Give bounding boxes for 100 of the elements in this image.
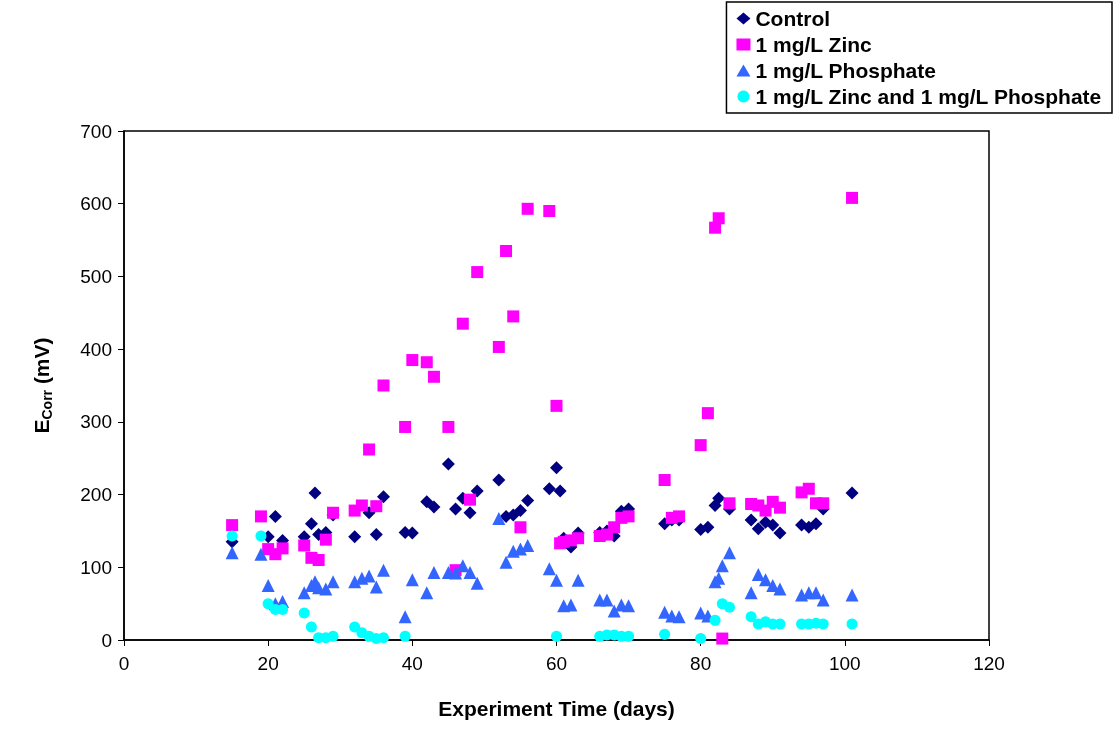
point — [492, 512, 506, 526]
point — [773, 582, 787, 596]
point — [254, 510, 267, 523]
point — [261, 578, 275, 592]
x-tick-label: 60 — [545, 653, 568, 674]
point — [809, 517, 823, 531]
x-tick-label: 80 — [690, 653, 712, 674]
point — [673, 510, 686, 523]
point — [377, 490, 390, 504]
point — [712, 491, 726, 505]
point — [712, 212, 725, 225]
point — [571, 573, 585, 587]
point — [542, 562, 556, 576]
point — [427, 500, 441, 514]
point — [521, 538, 535, 552]
legend-label: 1 mg/L Phosphate — [755, 59, 936, 82]
point — [514, 521, 527, 534]
point — [308, 486, 322, 500]
point — [845, 486, 859, 500]
point — [744, 586, 758, 600]
point — [802, 482, 815, 495]
point — [845, 588, 859, 602]
point — [521, 493, 535, 507]
x-tick-label: 40 — [401, 653, 423, 674]
y-tick-label: 700 — [80, 120, 112, 142]
point — [420, 586, 434, 600]
point — [723, 497, 736, 510]
point — [553, 484, 567, 498]
point — [348, 530, 362, 544]
point — [492, 473, 506, 487]
point — [695, 633, 707, 645]
legend-label: 1 mg/L Zinc and 1 mg/L Phosphate — [755, 85, 1102, 108]
y-axis-title: ECorr (mV) — [29, 337, 55, 434]
point — [427, 565, 441, 579]
point — [751, 568, 765, 582]
point — [715, 559, 729, 573]
point — [572, 532, 585, 545]
point — [304, 517, 318, 531]
point — [326, 575, 340, 589]
point — [298, 539, 311, 552]
y-tick-label: 500 — [80, 265, 112, 287]
point — [672, 610, 686, 624]
point — [225, 546, 239, 560]
x-axis-title: Experiment Time (days) — [438, 697, 675, 720]
point — [305, 621, 317, 633]
legend-label: Control — [755, 7, 831, 30]
point — [723, 546, 736, 560]
point — [550, 461, 563, 475]
point — [312, 554, 325, 567]
y-tick-label: 300 — [80, 411, 112, 433]
point — [622, 599, 636, 613]
point — [809, 586, 823, 600]
point — [255, 530, 267, 542]
point — [622, 510, 635, 523]
point — [349, 621, 361, 633]
point — [420, 356, 433, 369]
point — [773, 526, 787, 540]
point — [543, 204, 556, 217]
point — [551, 630, 562, 642]
point — [420, 495, 434, 509]
point — [773, 501, 786, 514]
point — [441, 457, 455, 471]
point — [659, 628, 671, 640]
point — [492, 340, 505, 353]
point — [427, 370, 440, 383]
x-tick-label: 100 — [828, 653, 861, 674]
point — [709, 614, 721, 626]
point — [744, 513, 758, 527]
point — [471, 266, 484, 279]
legend-label: 1 mg/L Zinc — [755, 33, 873, 56]
point — [759, 573, 773, 587]
point — [377, 379, 390, 392]
point — [463, 506, 477, 520]
point — [470, 576, 484, 590]
point — [298, 607, 310, 619]
point — [378, 632, 389, 644]
point — [470, 484, 484, 498]
x-tick-label: 20 — [257, 653, 279, 674]
point — [716, 632, 729, 645]
point — [398, 610, 412, 624]
point — [745, 611, 757, 623]
point — [226, 519, 239, 532]
point — [406, 354, 419, 367]
point — [499, 555, 513, 569]
point — [464, 493, 476, 506]
point — [600, 593, 614, 607]
point — [817, 497, 830, 510]
point — [500, 244, 513, 257]
point — [355, 499, 368, 512]
point — [370, 500, 383, 513]
y-tick-label: 100 — [80, 556, 112, 578]
x-tick-label: 0 — [118, 653, 130, 674]
y-tick-label: 600 — [80, 193, 112, 215]
point — [226, 530, 238, 542]
point — [449, 502, 463, 516]
point — [327, 630, 339, 642]
point — [507, 310, 520, 323]
point — [442, 420, 455, 433]
point — [550, 399, 563, 412]
point — [276, 542, 289, 555]
